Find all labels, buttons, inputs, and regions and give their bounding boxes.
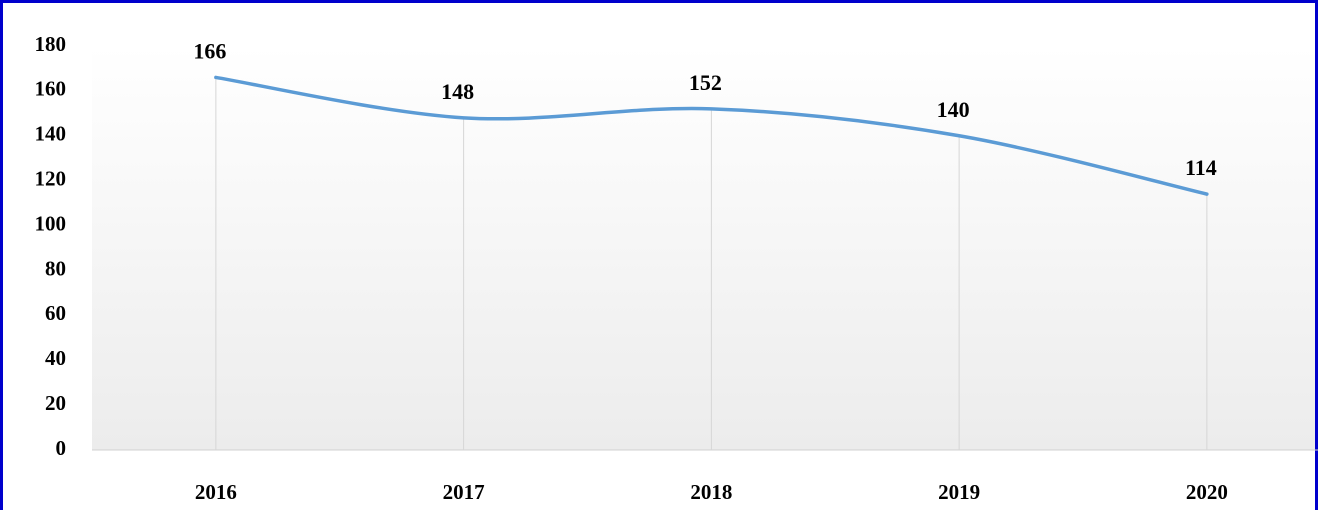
x-tick-label: 2017 bbox=[443, 480, 485, 504]
y-tick-label: 60 bbox=[45, 301, 66, 325]
data-label: 152 bbox=[689, 70, 722, 95]
y-tick-label: 160 bbox=[35, 77, 67, 101]
x-tick-label: 2019 bbox=[938, 480, 980, 504]
line-series bbox=[214, 75, 1209, 196]
y-tick-label: 120 bbox=[35, 166, 67, 190]
y-tick-label: 80 bbox=[45, 256, 66, 280]
x-tick-label: 2018 bbox=[690, 480, 732, 504]
data-label: 140 bbox=[937, 97, 970, 122]
y-tick-label: 140 bbox=[35, 122, 67, 146]
x-tick-label: 2020 bbox=[1186, 480, 1228, 504]
y-tick-label: 0 bbox=[56, 436, 67, 460]
y-tick-label: 20 bbox=[45, 391, 66, 415]
data-label: 114 bbox=[1185, 155, 1217, 180]
data-label: 166 bbox=[193, 38, 226, 63]
y-tick-label: 100 bbox=[35, 211, 67, 235]
y-tick-label: 40 bbox=[45, 346, 66, 370]
data-label: 148 bbox=[441, 79, 474, 104]
x-tick-label: 2016 bbox=[195, 480, 237, 504]
plot-background bbox=[92, 46, 1318, 450]
y-tick-label: 180 bbox=[35, 32, 67, 56]
